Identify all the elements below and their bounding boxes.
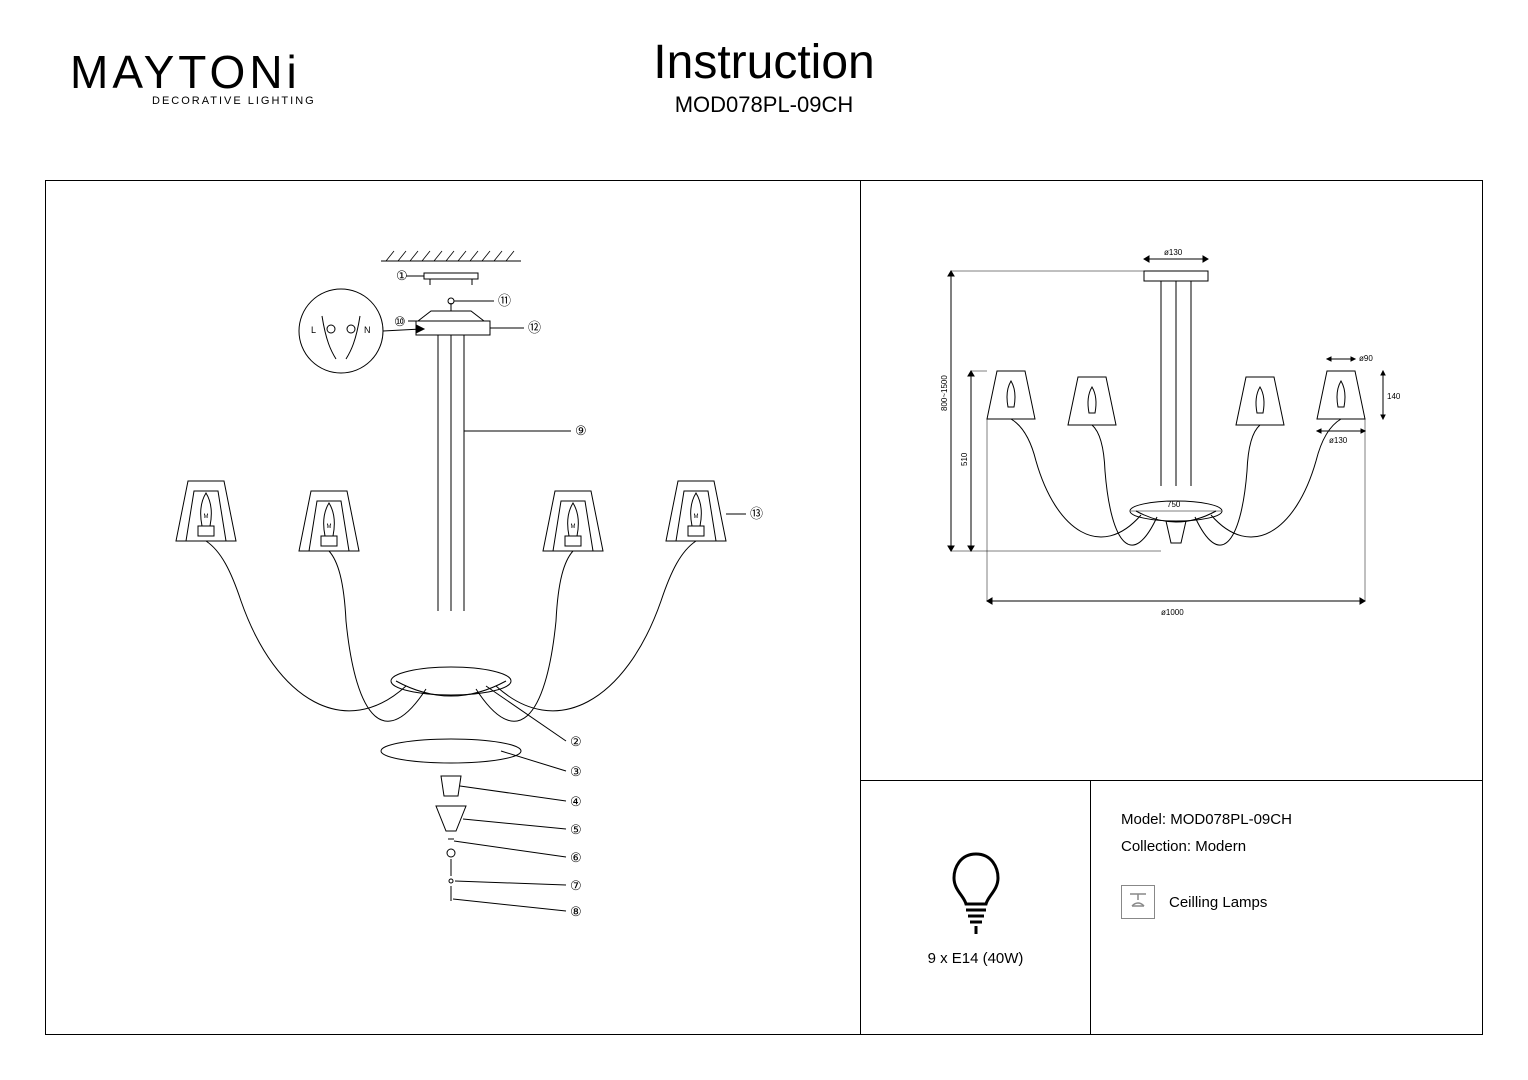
wiring-live: L bbox=[311, 325, 316, 335]
title-block: Instruction MOD078PL-09CH bbox=[653, 35, 874, 118]
bulb-icon bbox=[946, 848, 1006, 938]
callout-10: ⑩ bbox=[394, 314, 406, 329]
callout-12: ⑫ bbox=[528, 320, 541, 335]
info-model-row: Model: MOD078PL-09CH bbox=[1121, 811, 1452, 828]
model-code: MOD078PL-09CH bbox=[653, 92, 874, 118]
dim-shade-top: ø90 bbox=[1359, 354, 1373, 363]
callout-2: ② bbox=[570, 734, 582, 749]
category-row: Ceilling Lamps bbox=[1121, 885, 1452, 919]
brand-tagline: DECORATIVE LIGHTING bbox=[152, 95, 316, 107]
callout-3: ③ bbox=[570, 764, 582, 779]
info-collection-label: Collection: bbox=[1121, 838, 1191, 855]
dimension-panel: ø130 800~1500 510 ø1000 750 ø90 ø130 140 bbox=[861, 181, 1482, 781]
page-title: Instruction bbox=[653, 35, 874, 90]
dimension-diagram: ø130 800~1500 510 ø1000 750 ø90 ø130 140 bbox=[861, 181, 1481, 781]
assembly-panel: M bbox=[46, 181, 861, 1034]
header-region: MAYTONi DECORATIVE LIGHTING Instruction … bbox=[0, 30, 1528, 150]
bulb-panel: 9 x E14 (40W) bbox=[861, 781, 1091, 1034]
callout-11: ⑪ bbox=[498, 293, 511, 308]
callout-6: ⑥ bbox=[570, 850, 582, 865]
info-model-label: Model: bbox=[1121, 811, 1166, 828]
callout-5: ⑤ bbox=[570, 822, 582, 837]
callout-1: ① bbox=[396, 268, 408, 283]
info-model-value: MOD078PL-09CH bbox=[1170, 811, 1292, 828]
info-collection-row: Collection: Modern bbox=[1121, 838, 1452, 855]
diagram-frame: M bbox=[45, 180, 1483, 1035]
callout-7: ⑦ bbox=[570, 878, 582, 893]
brand-logo: MAYTONi DECORATIVE LIGHTING bbox=[70, 45, 316, 107]
dim-total-height: 800~1500 bbox=[940, 375, 949, 411]
dim-body-height: 510 bbox=[960, 452, 969, 466]
dim-center-width: 750 bbox=[1167, 500, 1181, 509]
brand-name: MAYTONi bbox=[70, 45, 316, 99]
dim-shade-height: 140 bbox=[1387, 392, 1401, 401]
ceiling-lamp-icon bbox=[1121, 885, 1155, 919]
callout-13: ⑬ bbox=[750, 506, 763, 521]
dim-ceiling-plate: ø130 bbox=[1164, 248, 1183, 257]
info-collection-value: Modern bbox=[1195, 838, 1246, 855]
svg-text:M: M bbox=[204, 514, 209, 520]
category-label: Ceilling Lamps bbox=[1169, 894, 1267, 911]
wiring-neutral: N bbox=[364, 325, 371, 335]
info-panel: Model: MOD078PL-09CH Collection: Modern … bbox=[1091, 781, 1482, 1034]
callout-8: ⑧ bbox=[570, 904, 582, 919]
dim-overall-width: ø1000 bbox=[1161, 608, 1184, 617]
assembly-diagram: M bbox=[46, 181, 861, 1036]
bulb-spec: 9 x E14 (40W) bbox=[928, 950, 1024, 967]
callout-9: ⑨ bbox=[575, 423, 587, 438]
dim-shade-bottom: ø130 bbox=[1329, 436, 1348, 445]
callout-4: ④ bbox=[570, 794, 582, 809]
